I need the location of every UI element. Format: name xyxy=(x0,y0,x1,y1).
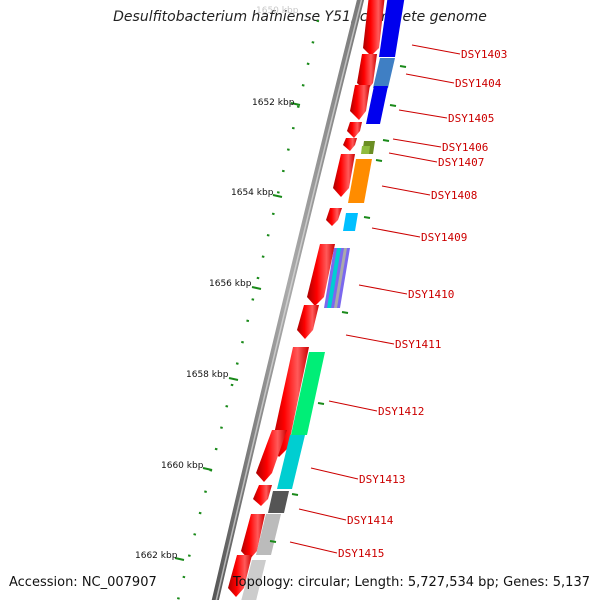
gene-block-dsy1414 xyxy=(268,491,289,513)
gene-label-dsy1403: DSY1403 xyxy=(461,48,507,61)
cds-arrow xyxy=(350,85,370,120)
gene-block-dsy1404 xyxy=(373,58,395,88)
gene-marker xyxy=(389,104,397,107)
scale-label: 1652 kbp xyxy=(252,98,295,108)
scale-tick xyxy=(228,377,239,381)
gene-block-dsy1415 xyxy=(256,514,281,555)
cds-arrow xyxy=(271,347,309,457)
scale-ring-dots xyxy=(176,19,320,600)
scale-tick xyxy=(290,102,301,106)
genome-backbone xyxy=(211,0,365,600)
gene-marker xyxy=(382,139,390,142)
gene-label-dsy1406: DSY1406 xyxy=(442,141,488,154)
accession-text: Accession: NC_007907 xyxy=(9,575,157,590)
scale-tick xyxy=(174,557,185,561)
gene-label-dsy1408: DSY1408 xyxy=(431,189,477,202)
cds-arrow xyxy=(307,244,335,306)
gene-label-dsy1413: DSY1413 xyxy=(359,473,405,486)
gene-label-dsy1405: DSY1405 xyxy=(448,112,494,125)
cds-arrow xyxy=(241,514,265,560)
leader-lines xyxy=(289,44,461,554)
scale-labels: 1650 kbp 1652 kbp 1654 kbp 1656 kbp 1658… xyxy=(135,6,299,561)
gene-label-dsy1412: DSY1412 xyxy=(378,405,424,418)
scale-label: 1660 kbp xyxy=(161,461,204,471)
cds-arrow xyxy=(343,138,357,151)
gene-block-dsy1408 xyxy=(348,159,372,203)
scale-label: 1662 kbp xyxy=(135,551,178,561)
gene-label-dsy1415: DSY1415 xyxy=(338,547,384,560)
gene-block-dsy1403 xyxy=(379,0,405,57)
cds-arrow xyxy=(326,208,342,226)
leader-line xyxy=(289,541,338,554)
gene-block-dsy1407 xyxy=(361,146,370,154)
leader-line xyxy=(388,152,438,163)
leader-line xyxy=(398,109,448,119)
gene-label-dsy1411: DSY1411 xyxy=(395,338,441,351)
scale-label: 1656 kbp xyxy=(209,279,252,289)
gene-block-dsy1409 xyxy=(343,213,358,231)
leader-line xyxy=(328,400,378,412)
gene-label-dsy1404: DSY1404 xyxy=(455,77,502,90)
reverse-gene-track xyxy=(241,0,405,600)
gene-marker xyxy=(399,65,407,68)
cds-arrow xyxy=(363,0,385,56)
leader-line xyxy=(298,508,347,521)
scale-ring xyxy=(176,19,320,600)
cds-arrow xyxy=(357,54,377,92)
cds-arrow xyxy=(256,430,287,482)
gene-marker xyxy=(291,493,299,496)
cds-arrow xyxy=(333,154,355,197)
gene-marker xyxy=(363,216,371,219)
topology-text: Topology: circular; Length: 5,727,534 bp… xyxy=(232,575,590,590)
scale-label-top: 1650 kbp xyxy=(256,6,299,16)
forward-cds-track xyxy=(228,0,385,597)
genome-backbone-highlight xyxy=(215,0,363,600)
gene-block-dsy1413 xyxy=(277,435,305,489)
cds-arrow xyxy=(347,122,362,138)
scale-tick xyxy=(272,194,283,198)
leader-line xyxy=(345,334,395,345)
leader-line xyxy=(392,138,442,148)
leader-line xyxy=(405,73,455,84)
cds-arrow xyxy=(228,555,252,597)
gene-block-dsy1412 xyxy=(291,352,325,435)
cds-arrow xyxy=(253,485,272,506)
gene-marker xyxy=(269,540,277,543)
leader-line xyxy=(310,467,359,480)
gene-label-dsy1409: DSY1409 xyxy=(421,231,467,244)
gene-marker xyxy=(317,402,325,405)
scale-label: 1654 kbp xyxy=(231,188,274,198)
scale-tick xyxy=(202,467,213,471)
gene-label-dsy1414: DSY1414 xyxy=(347,514,394,527)
cds-arrow xyxy=(297,305,319,339)
gene-marker xyxy=(341,311,349,314)
leader-line xyxy=(411,44,461,55)
gene-block-dsy1405 xyxy=(366,86,388,124)
leader-line xyxy=(358,284,408,295)
gene-block-dsy1410-stripe xyxy=(327,248,341,308)
leader-line xyxy=(371,227,421,238)
gene-block-dsy1410-stripe xyxy=(334,248,347,308)
gene-markers xyxy=(269,65,407,543)
gene-label-dsy1410: DSY1410 xyxy=(408,288,454,301)
scale-ticks xyxy=(174,102,301,561)
scale-tick xyxy=(251,286,262,290)
gene-block-bottom xyxy=(241,560,266,600)
gene-label-dsy1407: DSY1407 xyxy=(438,156,484,169)
scale-label: 1658 kbp xyxy=(186,370,229,380)
gene-labels: DSY1403 DSY1404 DSY1405 DSY1406 DSY1407 … xyxy=(338,48,507,560)
leader-line xyxy=(381,185,431,196)
gene-marker xyxy=(375,159,383,162)
